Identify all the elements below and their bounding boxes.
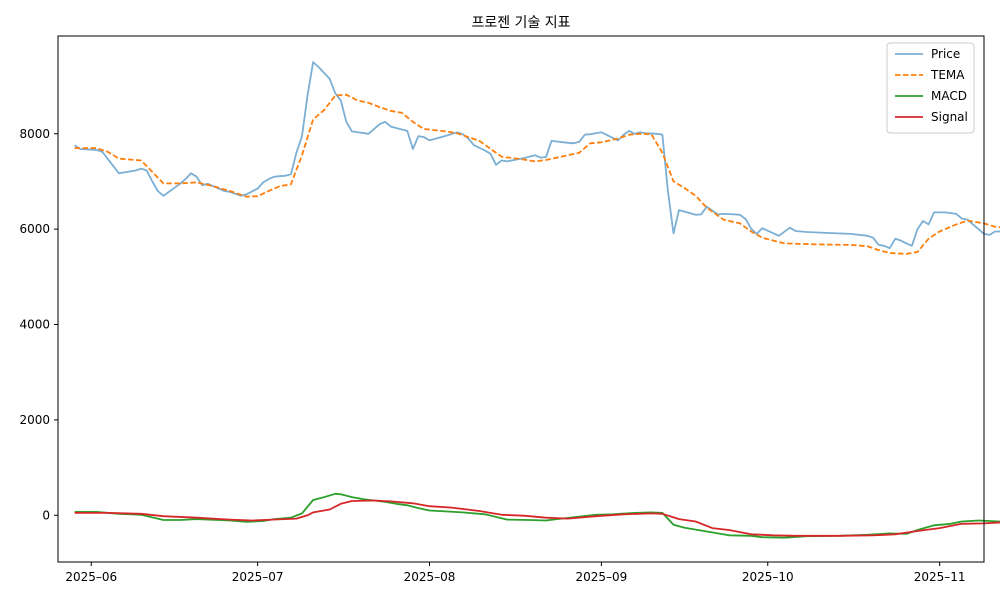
series-line-macd (74, 492, 1000, 539)
series-layer (74, 61, 1000, 539)
x-tick-label: 2025–10 (742, 570, 794, 584)
y-tick-label: 4000 (19, 318, 50, 332)
legend-label-signal: Signal (931, 110, 968, 124)
y-axis: 0 2000 4000 6000 8000 (19, 127, 58, 522)
y-tick-label: 0 (42, 508, 50, 522)
series-line-tema (74, 93, 1000, 255)
x-tick-label: 2025–06 (65, 570, 117, 584)
legend-label-tema: TEMA (930, 68, 965, 82)
plot-area-frame (57, 35, 985, 563)
legend-label-price: Price (931, 47, 960, 61)
y-tick-label: 6000 (19, 222, 50, 236)
x-tick-label: 2025–08 (404, 570, 456, 584)
series-line-signal (74, 499, 1000, 537)
x-tick-label: 2025–11 (914, 570, 966, 584)
legend-label-macd: MACD (931, 89, 967, 103)
chart-title: 프로젠 기술 지표 (471, 15, 570, 31)
series-line-price (74, 61, 1000, 250)
x-tick-label: 2025–07 (232, 570, 284, 584)
x-axis: 2025–06 2025–07 2025–08 2025–09 2025–10 2025–… (65, 562, 966, 584)
legend-box (886, 42, 975, 134)
legend: Price TEMA MACD Signal (886, 42, 975, 134)
y-tick-label: 2000 (19, 413, 50, 427)
x-tick-label: 2025–09 (575, 570, 627, 584)
y-tick-label: 8000 (19, 127, 50, 141)
